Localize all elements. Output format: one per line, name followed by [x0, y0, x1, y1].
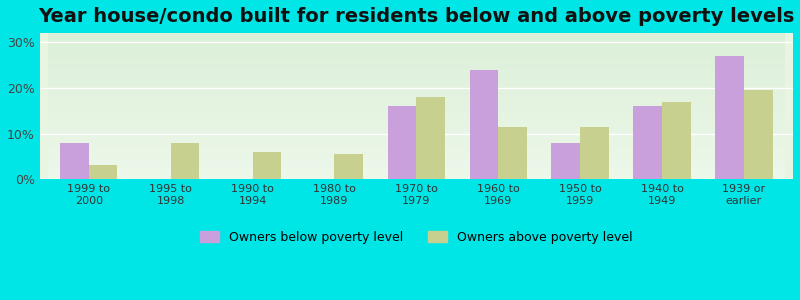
Bar — [334, 154, 363, 179]
Title: Year house/condo built for residents below and above poverty levels: Year house/condo built for residents bel… — [38, 7, 794, 26]
Bar — [634, 106, 662, 179]
Bar — [715, 56, 744, 179]
Bar — [388, 106, 416, 179]
Bar — [170, 143, 199, 179]
Legend: Owners below poverty level, Owners above poverty level: Owners below poverty level, Owners above… — [195, 226, 638, 249]
Bar — [416, 97, 445, 179]
Bar — [89, 166, 118, 179]
Bar — [580, 127, 609, 179]
Bar — [470, 70, 498, 179]
Bar — [662, 102, 690, 179]
Bar — [498, 127, 527, 179]
Bar — [60, 143, 89, 179]
Bar — [744, 90, 773, 179]
Bar — [551, 143, 580, 179]
Bar — [253, 152, 282, 179]
